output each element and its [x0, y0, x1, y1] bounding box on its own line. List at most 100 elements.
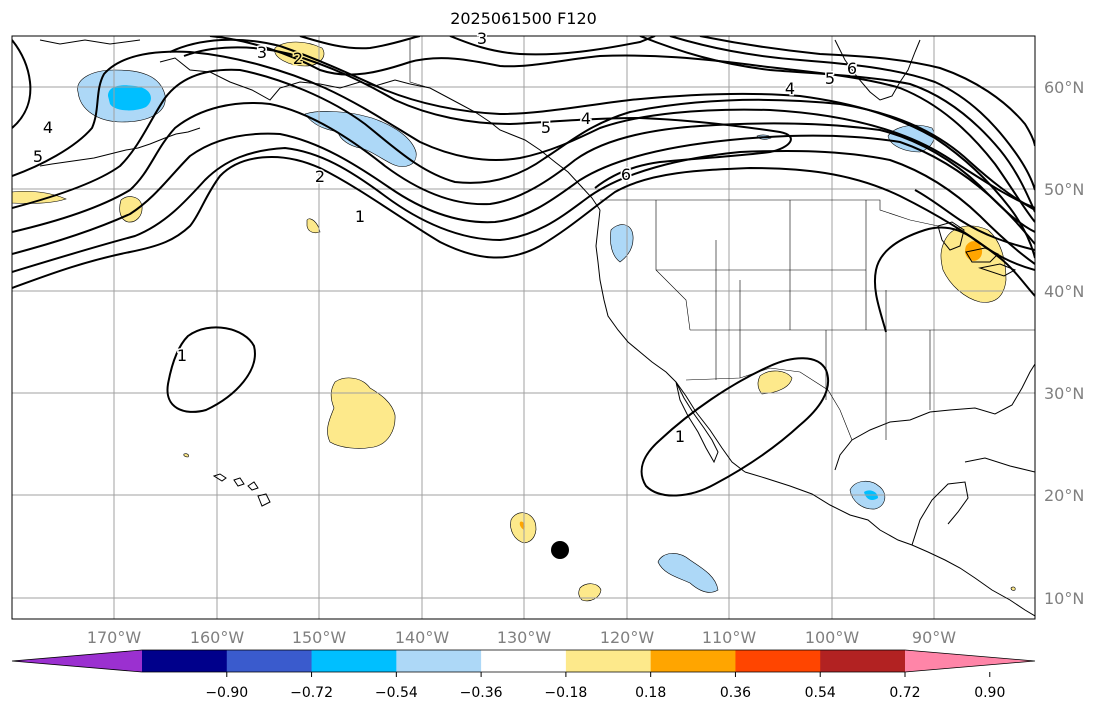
contour-label: 5	[825, 69, 835, 88]
lon-tick-label: 100°W	[805, 628, 860, 647]
contour-label: 5	[33, 147, 43, 166]
contour-line	[183, 46, 792, 189]
colorbar-label: 0.90	[974, 685, 1005, 701]
pos-shade-core	[965, 241, 983, 261]
lon-tick-label: 110°W	[702, 628, 757, 647]
pos-shade-area	[183, 453, 189, 458]
contour-line	[299, 36, 421, 50]
yucatan-coast	[911, 481, 969, 546]
pos-shade-area	[12, 190, 67, 204]
contour-line	[914, 189, 1035, 251]
contour-line	[449, 36, 656, 56]
contour-line	[12, 146, 1035, 273]
colorbar-segment	[396, 650, 482, 672]
colorbar-label: −0.90	[205, 685, 248, 701]
contour-line	[640, 357, 830, 497]
us-gulf-coast	[834, 363, 1035, 471]
shaded-field	[12, 41, 1016, 602]
lon-tick-label: 160°W	[190, 628, 245, 647]
lat-tick-label: 50°N	[1044, 180, 1084, 199]
great-lakes	[937, 221, 1017, 277]
graticule	[12, 36, 1035, 619]
lat-tick-label: 30°N	[1044, 384, 1084, 403]
map-frame	[11, 35, 1036, 620]
lat-tick-label: 40°N	[1044, 282, 1084, 301]
contour-label: 3	[257, 43, 267, 62]
contour-label: 6	[847, 59, 857, 78]
contour-label: 1	[177, 346, 187, 365]
colorbar-label: 0.36	[720, 685, 751, 701]
cuba	[964, 457, 1035, 473]
lon-tick-label: 150°W	[292, 628, 347, 647]
contour-line	[12, 102, 1035, 233]
baja-california	[675, 381, 719, 464]
contour-line	[12, 156, 1035, 297]
colorbar-segment	[226, 650, 313, 672]
colorbar-segment	[565, 650, 652, 672]
contour-line	[669, 36, 1035, 191]
colorbar-segment	[820, 650, 906, 672]
contour-label: 3	[477, 29, 487, 48]
neg-shade-area	[610, 224, 634, 263]
contour-label: 2	[315, 167, 325, 186]
colorbar-label: 0.18	[635, 685, 666, 701]
pos-shade-area	[757, 370, 793, 395]
lon-tick-label: 90°W	[912, 628, 956, 647]
colorbar-label: −0.72	[290, 685, 333, 701]
contour-label: 1	[675, 427, 685, 446]
contour-line	[873, 226, 1035, 333]
colorbar-extend-low	[12, 650, 142, 672]
storm-center-marker	[551, 541, 569, 559]
lat-tick-label: 20°N	[1044, 486, 1084, 505]
contour-label: 1	[355, 207, 365, 226]
contour-line	[209, 36, 1035, 223]
hawaii-islands	[212, 473, 271, 507]
map-title: 2025061500 F120	[450, 9, 597, 28]
neg-shade-area	[657, 553, 719, 593]
contour-lines	[12, 36, 1035, 497]
pos-shade-area	[306, 218, 321, 234]
colorbar-segment	[481, 650, 567, 672]
pos-shade-area	[1010, 586, 1016, 591]
us-state-lines	[655, 200, 1035, 440]
aleutian-islands	[39, 127, 201, 167]
colorbar-label: −0.36	[460, 685, 503, 701]
alaska-coast	[39, 39, 601, 211]
pos-shade-area	[119, 196, 143, 223]
hudson-bay	[834, 39, 921, 101]
coastlines	[39, 39, 1035, 617]
colorbar-outline	[11, 649, 1036, 673]
contour-line	[12, 39, 32, 129]
colorbar-extend-high	[905, 650, 1035, 672]
colorbar-label: −0.54	[375, 685, 418, 701]
contour-label: 2	[293, 49, 303, 68]
lon-tick-label: 170°W	[87, 628, 142, 647]
pos-shade-area	[940, 225, 1007, 303]
colorbar-segment	[735, 650, 821, 672]
colorbar: −0.90 −0.72 −0.54 −0.36 −0.18 0.18 0.36 0.54 0.7…	[11, 649, 1036, 701]
lon-tick-label: 130°W	[497, 628, 552, 647]
colorbar-label: −0.18	[544, 685, 587, 701]
colorbar-label: 0.54	[805, 685, 836, 701]
pos-shade-core	[519, 521, 525, 530]
west-coast	[595, 209, 746, 473]
pos-shade-area	[327, 377, 396, 449]
pos-shade-area	[578, 583, 602, 602]
contour-label: 5	[541, 118, 551, 137]
contour-line	[169, 38, 1035, 259]
lon-tick-label: 140°W	[395, 628, 450, 647]
us-mexico-border	[685, 367, 853, 441]
mexico-gulf-coast	[744, 471, 1035, 617]
lat-tick-label: 10°N	[1044, 589, 1084, 608]
contour-label: 4	[43, 118, 53, 137]
contour-line	[699, 36, 1035, 147]
contour-label: 4	[785, 79, 795, 98]
contour-label: 4	[581, 109, 591, 128]
contour-line	[12, 132, 1035, 255]
contour-line	[12, 50, 1035, 209]
lat-tick-label: 60°N	[1044, 78, 1084, 97]
political-borders	[409, 38, 1035, 441]
contour-line	[639, 36, 1035, 213]
canada-us-border	[600, 199, 939, 227]
